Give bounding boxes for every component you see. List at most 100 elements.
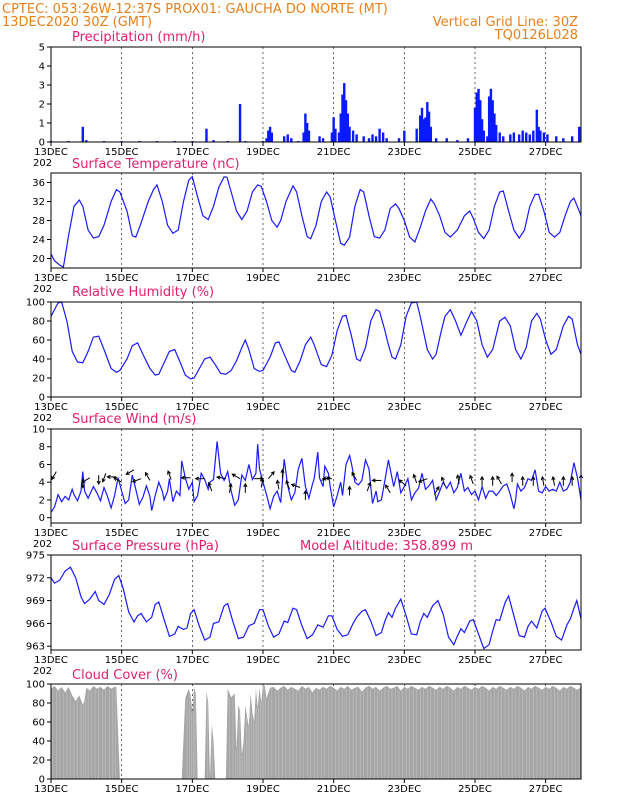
precip-bar — [570, 136, 574, 142]
x-tick-label: 27DEC — [529, 528, 563, 539]
x-tick-label: 23DEC — [387, 784, 421, 795]
wind-arrow-head — [180, 475, 185, 480]
wind-arrow-head — [347, 485, 352, 490]
x-tick-label: 17DEC — [175, 655, 209, 666]
panel-cloud: 0 20 40 60 80 100 13DEC 15DEC 17DEC 19DEC 21DEC 23D… — [26, 668, 582, 795]
wind-arrow-head — [207, 481, 212, 487]
wind-arrow — [398, 479, 407, 487]
wind-arrow — [440, 476, 446, 486]
precip-bar — [321, 138, 325, 142]
x-tick-label: 15DEC — [105, 655, 139, 666]
wind-arrow-shaft — [125, 469, 135, 475]
precip-bar — [420, 107, 424, 142]
wind-arrow-shaft — [413, 474, 418, 484]
wind-arrow — [496, 475, 502, 485]
wind-arrow-shaft — [496, 475, 502, 485]
panel-frame — [50, 554, 582, 651]
wind-arrow-head — [101, 478, 106, 483]
wind-arrow — [125, 469, 135, 475]
x-tick-label: 13DEC — [34, 528, 68, 539]
wind-arrow — [366, 481, 372, 492]
precip-bar — [318, 136, 321, 142]
wind-arrow-shaft — [145, 472, 151, 481]
x-tick-label: 17DEC — [175, 402, 209, 413]
precip-bar — [403, 130, 406, 142]
precip-bar — [495, 124, 498, 142]
precip-bar — [268, 126, 272, 142]
x-tick-label: 13DEC — [34, 402, 68, 413]
y-tick-label: 3 — [39, 81, 45, 92]
precip-bar — [290, 138, 293, 142]
x-tick-label: 15DEC — [105, 273, 139, 284]
x-year-label: 202 — [33, 158, 52, 169]
wind-arrow-head — [496, 475, 501, 480]
precip-bar — [555, 136, 558, 142]
precip-bar — [330, 132, 334, 142]
y-tick-label: 100 — [26, 680, 45, 691]
precip-bar — [351, 130, 355, 142]
precip-bar — [334, 128, 337, 142]
wind-arrow — [167, 470, 172, 480]
precip-bar — [422, 119, 425, 142]
precip-bar — [486, 136, 489, 142]
x-tick-label: 23DEC — [387, 655, 421, 666]
panel-title: Cloud Cover (%) — [72, 668, 178, 683]
x-tick-label: 25DEC — [458, 147, 492, 158]
precip-bar — [562, 138, 565, 142]
wind-arrow-head — [131, 478, 137, 483]
y-tick-label: 972 — [26, 573, 45, 584]
precip-bar — [502, 136, 505, 142]
y-tick-label: 20 — [32, 254, 45, 265]
precip-bar — [487, 96, 491, 142]
wind-arrow-head — [96, 480, 101, 486]
y-tick-label: 20 — [32, 374, 45, 385]
wind-arrow — [303, 489, 308, 500]
wind-arrow — [561, 475, 566, 486]
x-tick-label: 19DEC — [246, 147, 280, 158]
precip-bar — [85, 140, 88, 142]
precip-bar — [305, 123, 309, 142]
panel-precip: 0 1 2 3 4 5 13DEC 15DEC 17DEC 19DEC 21DEC 23DEC 25DE… — [33, 30, 582, 169]
x-tick-label: 23DEC — [387, 273, 421, 284]
wind-arrow-head — [479, 475, 485, 481]
precip-bar — [493, 113, 496, 142]
wind-arrow-head — [490, 475, 495, 481]
wind-arrow — [570, 475, 575, 486]
x-tick-label: 17DEC — [175, 273, 209, 284]
precip-bar — [348, 126, 351, 142]
precip-bar — [304, 113, 307, 142]
precip-bar — [302, 132, 305, 142]
panel-title: Surface Temperature (nC) — [72, 157, 240, 172]
y-tick-label: 60 — [32, 336, 45, 347]
panel-title: Surface Pressure (hPa) — [72, 539, 219, 554]
wind-arrow-head — [51, 475, 56, 481]
y-tick-label: 2 — [39, 495, 45, 506]
x-tick-label: 19DEC — [246, 402, 280, 413]
precip-bar — [491, 100, 494, 142]
x-tick-label: 21DEC — [317, 784, 351, 795]
wind-arrow — [385, 484, 391, 494]
wind-arrow-shaft — [351, 472, 358, 481]
wind-arrow-shaft — [441, 477, 446, 486]
wind-arrow-shaft — [167, 470, 172, 480]
wind-arrow-shaft — [81, 477, 91, 483]
precip-bar — [489, 88, 493, 142]
wind-arrow — [180, 475, 191, 480]
wind-arrow-shaft — [552, 476, 555, 486]
wind-arrow-head — [112, 477, 118, 481]
precip-bar — [81, 126, 84, 142]
wind-arrow-head — [216, 475, 221, 480]
y-tick-label: 1 — [39, 119, 45, 130]
y-tick-label: 80 — [32, 699, 45, 710]
wind-arrow-shaft — [398, 479, 407, 487]
wind-arrow-shaft — [285, 480, 290, 490]
precip-bar — [344, 100, 348, 142]
wind-arrow-shaft — [457, 475, 460, 485]
precip-bar — [332, 117, 335, 142]
wind-arrow-head — [321, 476, 327, 481]
wind-arrow-head — [440, 476, 445, 481]
wind-arrow-shaft — [433, 486, 440, 495]
wind-arrow — [412, 473, 418, 484]
precip-bar — [475, 92, 478, 142]
x-tick-label: 15DEC — [105, 528, 139, 539]
